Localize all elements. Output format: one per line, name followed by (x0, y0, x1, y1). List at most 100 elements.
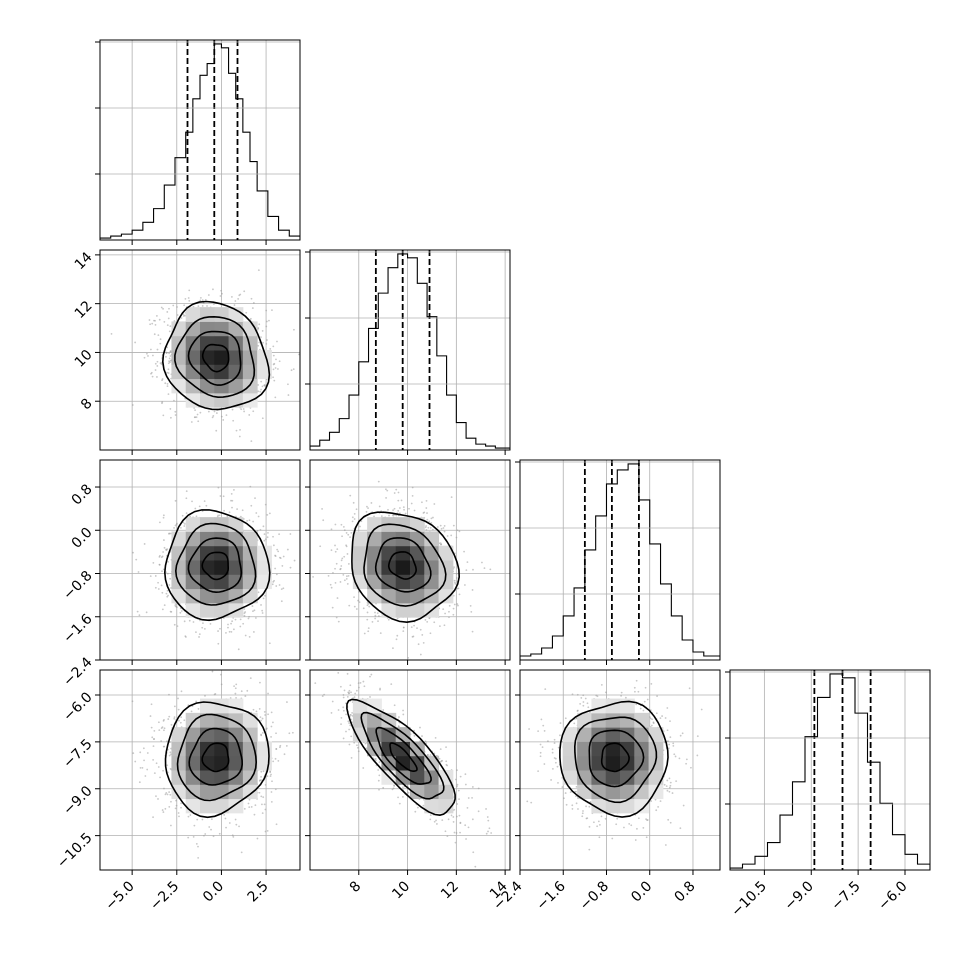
contour-line (363, 523, 447, 607)
panel-3-0: −10.5−9.0−7.5−6.0−5.0 −2.5 0.0 2.5 (54, 669, 301, 914)
sample-point (336, 548, 339, 551)
sample-point (367, 507, 369, 510)
sample-point (187, 297, 190, 299)
y-tick-label: −1.6 (60, 611, 95, 646)
sample-point (157, 334, 160, 337)
sample-point (198, 505, 201, 508)
sample-point (154, 586, 157, 589)
sample-point (188, 289, 191, 292)
sample-point (251, 307, 254, 309)
sample-point (166, 385, 169, 388)
sample-point (373, 515, 375, 518)
sample-point (209, 622, 212, 625)
sample-point (258, 323, 261, 326)
sample-point (239, 293, 242, 296)
sample-point (276, 548, 279, 551)
density-cell (381, 545, 397, 561)
sample-point (255, 512, 258, 514)
density-cell (185, 364, 201, 380)
sample-point (452, 613, 455, 616)
density-cell (438, 588, 454, 604)
sample-point (321, 508, 323, 510)
sample-point (264, 784, 267, 786)
sample-point (379, 632, 382, 635)
sample-point (444, 612, 446, 615)
density-cell (257, 545, 272, 561)
sample-point (146, 752, 149, 754)
sample-point (230, 296, 233, 298)
sample-point (455, 577, 458, 579)
sample-point (239, 618, 242, 621)
sample-point (353, 512, 356, 515)
sample-point (197, 305, 200, 308)
panel-content (110, 269, 300, 443)
sample-point (261, 812, 264, 815)
sample-point (368, 605, 371, 608)
sample-point (263, 533, 266, 536)
sample-point (419, 628, 422, 631)
sample-point (193, 824, 196, 827)
sample-point (189, 515, 191, 518)
sample-point (330, 528, 333, 531)
sample-point (355, 508, 358, 511)
sample-point (367, 630, 370, 633)
sample-point (154, 575, 157, 577)
sample-point (184, 635, 187, 638)
sample-point (247, 617, 250, 620)
sample-point (387, 508, 389, 511)
sample-point (463, 584, 466, 586)
sample-point (281, 565, 284, 567)
sample-point (335, 616, 338, 619)
sample-point (259, 716, 262, 719)
sample-point (282, 555, 285, 558)
sample-point (227, 626, 229, 629)
sample-point (251, 605, 254, 607)
sample-point (380, 515, 383, 518)
sample-point (201, 299, 204, 302)
density-cell (200, 545, 215, 561)
sample-point (322, 519, 325, 522)
sample-point (363, 632, 366, 635)
sample-point (258, 341, 261, 344)
sample-point (235, 683, 238, 686)
sample-point (278, 533, 281, 536)
sample-point (277, 368, 279, 370)
density-cell (352, 531, 368, 547)
sample-point (210, 818, 213, 821)
sample-point (453, 603, 456, 606)
sample-point (237, 648, 240, 651)
contour-line (387, 551, 418, 580)
sample-point (395, 488, 398, 491)
sample-point (272, 376, 275, 379)
axes-frame (309, 249, 511, 451)
sample-point (463, 550, 465, 553)
sample-point (266, 829, 269, 832)
sample-point (145, 611, 148, 614)
sample-point (238, 435, 241, 438)
sample-point (265, 342, 268, 345)
panel-2-2 (515, 459, 721, 665)
sample-point (350, 531, 353, 534)
sample-point (425, 528, 428, 531)
sample-point (268, 512, 271, 515)
sample-point (472, 568, 474, 571)
sample-point (378, 505, 381, 508)
density-cell (367, 517, 382, 532)
sample-point (143, 356, 146, 359)
sample-point (201, 626, 204, 629)
sample-point (156, 360, 159, 363)
sample-point (231, 499, 234, 502)
sample-point (346, 583, 349, 585)
sample-point (222, 495, 225, 498)
panel-0-0 (95, 39, 301, 245)
density-cell (185, 574, 201, 590)
sample-point (443, 530, 446, 533)
sample-point (170, 416, 172, 419)
sample-point (194, 409, 196, 412)
density-cell (200, 602, 215, 618)
sample-point (220, 415, 223, 418)
sample-point (148, 319, 151, 321)
sample-point (245, 311, 248, 314)
sample-point (252, 631, 255, 633)
sample-point (168, 584, 171, 586)
